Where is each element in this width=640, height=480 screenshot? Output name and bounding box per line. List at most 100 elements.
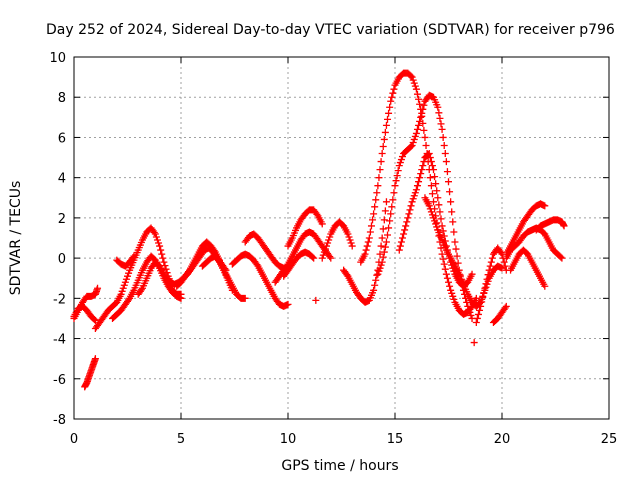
- data-point: [312, 296, 320, 304]
- data-point: [408, 198, 416, 206]
- data-point: [468, 270, 476, 278]
- series-arc-6: [113, 252, 138, 270]
- data-point: [441, 150, 449, 158]
- data-point: [388, 93, 396, 101]
- data-point: [408, 73, 416, 81]
- y-tick-label: 8: [58, 91, 66, 106]
- data-point: [467, 311, 475, 319]
- data-point: [347, 239, 355, 247]
- data-point: [137, 286, 145, 294]
- data-point: [400, 230, 408, 238]
- data-point: [371, 203, 379, 211]
- data-point: [425, 150, 433, 158]
- data-point: [382, 121, 390, 129]
- data-point: [376, 166, 384, 174]
- data-point: [439, 255, 447, 263]
- data-point: [473, 314, 481, 322]
- data-point: [376, 264, 384, 272]
- data-point: [379, 142, 387, 150]
- data-point: [472, 294, 480, 302]
- data-point: [419, 162, 427, 170]
- data-point: [241, 294, 249, 302]
- data-point: [378, 258, 386, 266]
- data-point: [159, 254, 167, 262]
- data-point: [348, 242, 356, 250]
- data-point: [374, 182, 382, 190]
- data-point: [449, 292, 457, 300]
- data-point: [129, 254, 137, 262]
- series-arc-25: [489, 302, 510, 326]
- data-point: [155, 239, 163, 247]
- data-point: [376, 250, 384, 258]
- data-point: [398, 153, 406, 161]
- data-point: [483, 275, 491, 283]
- data-point: [327, 254, 335, 262]
- data-point: [420, 101, 428, 109]
- series-arc-17: [318, 218, 356, 262]
- data-point: [466, 308, 474, 316]
- data-point: [382, 198, 390, 206]
- data-point: [437, 215, 445, 223]
- data-point: [390, 189, 398, 197]
- data-point: [253, 261, 261, 269]
- series-arc-12: [241, 230, 292, 272]
- data-point: [309, 253, 317, 261]
- data-point: [371, 281, 379, 289]
- data-point: [436, 114, 444, 122]
- data-point: [479, 293, 487, 301]
- data-point: [382, 238, 390, 246]
- data-point: [381, 207, 389, 215]
- data-point: [413, 182, 421, 190]
- y-tick-label: 6: [58, 131, 66, 146]
- data-point: [407, 202, 415, 210]
- data-point: [426, 205, 434, 213]
- data-point: [454, 259, 462, 267]
- data-point: [418, 166, 426, 174]
- data-point: [472, 318, 480, 326]
- data-point: [450, 295, 458, 303]
- data-point: [386, 103, 394, 111]
- data-point: [378, 150, 386, 158]
- data-point: [416, 117, 424, 125]
- series-arc-29: [532, 216, 568, 234]
- data-point: [118, 287, 126, 295]
- y-axis-label: SDTVAR / TECUs: [8, 181, 24, 296]
- data-point: [381, 243, 389, 251]
- data-point: [321, 245, 329, 253]
- data-point: [434, 194, 442, 202]
- axis-ticks: 0 5 10 15 20 25 -8 -6 -4 -2 0 2 4 6 8 10: [49, 51, 617, 447]
- data-point: [412, 85, 420, 93]
- data-point: [481, 284, 489, 292]
- data-point: [377, 158, 385, 166]
- data-point: [430, 214, 438, 222]
- data-point: [415, 178, 423, 186]
- data-point: [442, 158, 450, 166]
- data-point: [425, 202, 433, 210]
- data-point: [398, 234, 406, 242]
- data-point: [435, 201, 443, 209]
- data-point: [409, 76, 417, 84]
- data-point: [384, 231, 392, 239]
- data-point: [449, 218, 457, 226]
- data-point: [431, 173, 439, 181]
- data-point: [436, 208, 444, 216]
- data-point: [326, 233, 334, 241]
- data-point: [369, 216, 377, 224]
- data-point: [125, 296, 133, 304]
- data-point: [502, 302, 510, 310]
- data-point: [395, 162, 403, 170]
- data-point: [452, 245, 460, 253]
- data-point: [407, 72, 415, 80]
- data-point: [363, 242, 371, 250]
- data-point: [474, 310, 482, 318]
- series-arc-22: [421, 194, 506, 310]
- data-point: [153, 236, 161, 244]
- data-point: [484, 271, 492, 279]
- data-point: [390, 85, 398, 93]
- data-point: [284, 300, 292, 308]
- data-point: [313, 210, 321, 218]
- data-point: [162, 265, 170, 273]
- chart-title: Day 252 of 2024, Sidereal Day-to-day VTE…: [46, 22, 615, 38]
- data-point: [406, 206, 414, 214]
